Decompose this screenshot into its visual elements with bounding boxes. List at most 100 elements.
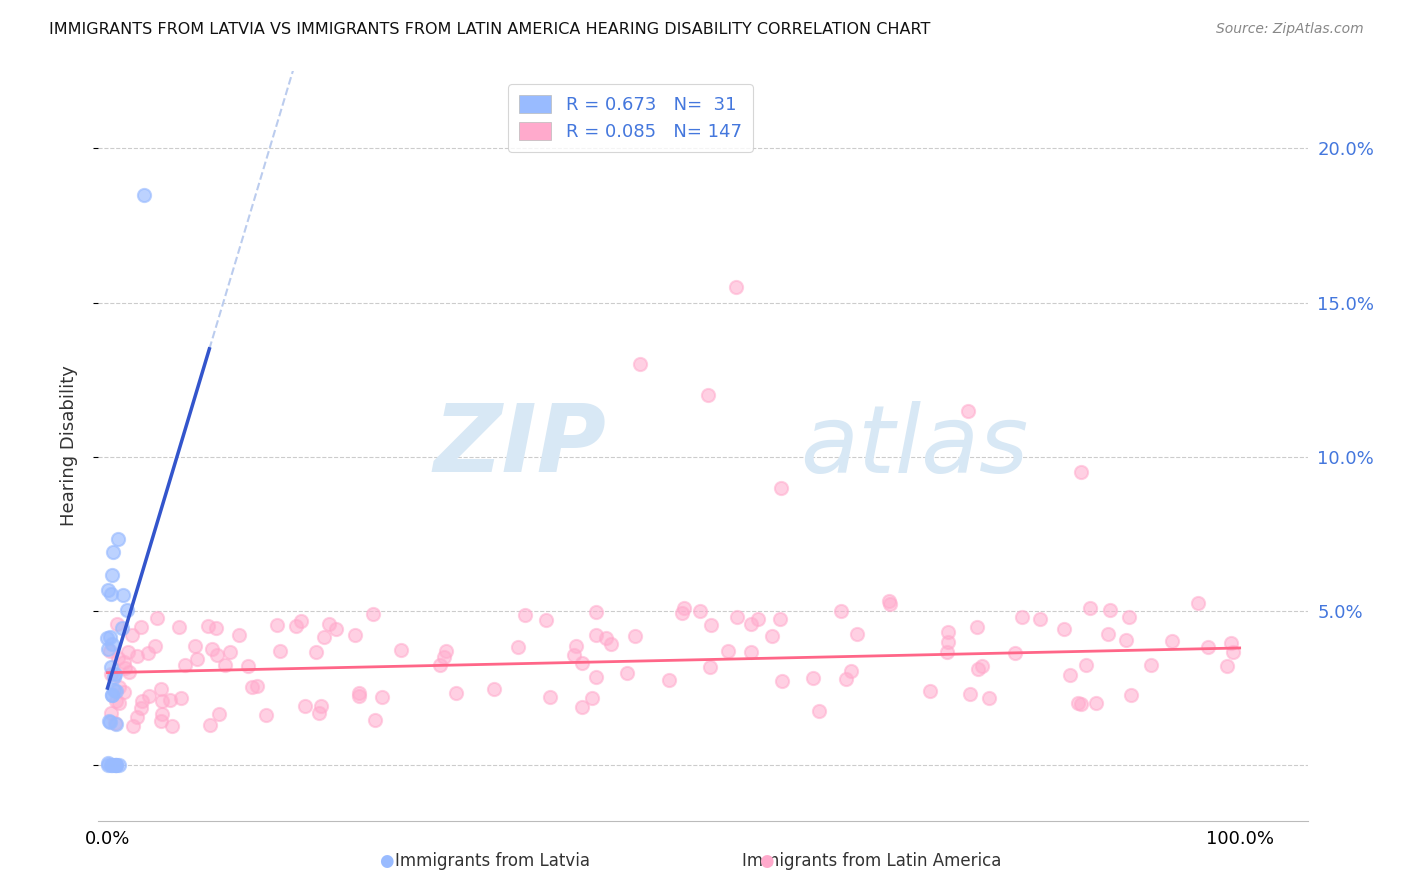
Point xyxy=(197,619,219,633)
Text: atlas: atlas xyxy=(800,401,1028,491)
Point xyxy=(111,621,134,635)
Point xyxy=(98,714,121,728)
Point xyxy=(1029,612,1052,626)
Point xyxy=(979,691,1001,706)
Point xyxy=(294,698,316,713)
Point xyxy=(769,612,792,626)
Point xyxy=(136,646,159,660)
Point xyxy=(513,607,536,622)
Point xyxy=(266,617,288,632)
Point xyxy=(740,645,762,659)
Point xyxy=(100,706,122,720)
Point xyxy=(150,714,173,729)
Point xyxy=(97,758,120,772)
Point xyxy=(689,604,711,618)
Point xyxy=(97,583,120,598)
Point xyxy=(269,644,291,658)
Point xyxy=(699,660,721,674)
Point xyxy=(219,645,242,659)
Point xyxy=(616,666,638,681)
Point xyxy=(104,684,127,698)
Point xyxy=(562,648,585,662)
Point xyxy=(100,587,122,601)
Point xyxy=(228,627,250,641)
Point xyxy=(830,604,852,618)
Point xyxy=(571,700,593,714)
Point xyxy=(167,620,190,634)
Text: Immigrants from Latin America: Immigrants from Latin America xyxy=(742,852,1001,870)
Point xyxy=(967,662,990,676)
Point xyxy=(105,758,128,772)
Point xyxy=(835,673,858,687)
Point xyxy=(581,690,603,705)
Point xyxy=(1140,658,1163,673)
Point xyxy=(936,624,959,639)
Point xyxy=(305,645,328,659)
Point xyxy=(290,614,312,628)
Point xyxy=(658,673,681,687)
Point xyxy=(214,657,236,672)
Point xyxy=(585,670,607,684)
Point xyxy=(122,719,145,733)
Point xyxy=(595,631,617,645)
Point xyxy=(150,693,173,707)
Point xyxy=(433,649,456,664)
Point xyxy=(429,658,451,673)
Point xyxy=(1222,645,1244,659)
Point xyxy=(434,643,457,657)
Point xyxy=(186,652,208,666)
Point xyxy=(96,632,118,646)
Point xyxy=(107,650,129,665)
Point xyxy=(484,681,506,696)
Point xyxy=(936,634,959,648)
Point xyxy=(839,664,862,678)
Point xyxy=(114,661,136,675)
Point xyxy=(344,627,367,641)
Point xyxy=(673,601,696,615)
Point xyxy=(97,641,120,656)
Point xyxy=(108,758,131,772)
Point xyxy=(599,637,621,651)
Point xyxy=(624,629,647,643)
Point xyxy=(1084,696,1107,710)
Point xyxy=(565,640,588,654)
Point xyxy=(318,616,340,631)
Point xyxy=(1197,640,1219,655)
Point xyxy=(444,686,467,700)
Point xyxy=(108,680,131,694)
Point xyxy=(160,719,183,733)
Point xyxy=(363,713,385,727)
Point xyxy=(103,667,125,681)
Point xyxy=(1187,596,1209,610)
Point xyxy=(150,682,173,697)
Point xyxy=(1115,633,1137,648)
Point xyxy=(959,687,981,701)
Point xyxy=(349,690,371,704)
Point xyxy=(935,645,957,659)
Legend: R = 0.673   N=  31, R = 0.085   N= 147: R = 0.673 N= 31, R = 0.085 N= 147 xyxy=(508,84,752,152)
Point xyxy=(100,659,122,673)
Point xyxy=(966,620,988,634)
Point xyxy=(184,639,207,653)
Point xyxy=(1098,603,1121,617)
Point xyxy=(347,686,370,700)
Point xyxy=(308,706,330,721)
Point xyxy=(1004,646,1026,660)
Point xyxy=(770,481,793,495)
Point xyxy=(208,707,231,722)
Point xyxy=(104,716,127,731)
Point xyxy=(1070,697,1092,711)
Point xyxy=(98,630,121,644)
Point xyxy=(361,607,384,622)
Point xyxy=(127,710,149,724)
Point xyxy=(173,657,195,672)
Text: IMMIGRANTS FROM LATVIA VS IMMIGRANTS FROM LATIN AMERICA HEARING DISABILITY CORRE: IMMIGRANTS FROM LATVIA VS IMMIGRANTS FRO… xyxy=(49,22,931,37)
Point xyxy=(105,716,128,731)
Point xyxy=(111,588,134,602)
Point xyxy=(1076,658,1098,673)
Point xyxy=(1059,668,1081,682)
Point xyxy=(118,665,141,679)
Point xyxy=(1078,601,1101,615)
Point xyxy=(159,693,181,707)
Point xyxy=(100,568,122,582)
